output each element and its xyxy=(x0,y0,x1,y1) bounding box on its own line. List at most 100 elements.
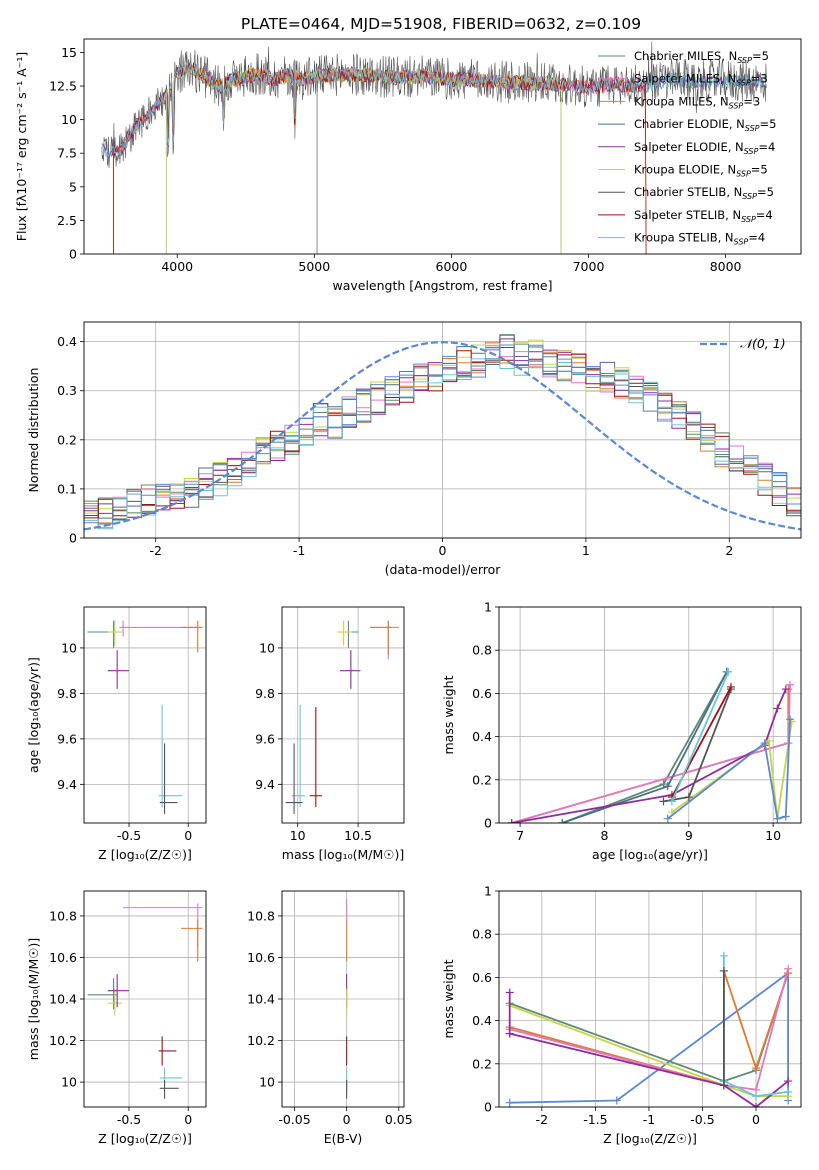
legend-entry-tail: =5 xyxy=(751,163,768,177)
legend-entry-tail: =4 xyxy=(756,208,773,222)
grid xyxy=(499,606,801,824)
weight-marker xyxy=(663,814,672,823)
weight-marker xyxy=(752,1092,761,1101)
x-tick-label: 9 xyxy=(685,828,693,843)
weight-marker xyxy=(667,797,676,806)
spectrum-line xyxy=(101,41,767,168)
legend-entry: Salpeter STELIB, NSSP=4 xyxy=(634,208,773,224)
y-axis-label: Normed distribution xyxy=(26,368,41,493)
x-tick-label: -0.5 xyxy=(117,1112,141,1127)
weight-marker xyxy=(505,988,514,997)
y-axis-label: mass weight xyxy=(441,959,456,1038)
x-tick-label: 7 xyxy=(516,828,524,843)
x-axis-label: Z [log₁₀(Z/Z☉)] xyxy=(98,1131,192,1146)
x-tick-label: -0.05 xyxy=(278,1112,310,1127)
y-tick-label: 12.5 xyxy=(49,79,77,94)
y-tick-label: 9.4 xyxy=(57,777,77,792)
plot-area xyxy=(87,620,203,814)
grid xyxy=(84,891,206,1107)
y-tick-label: 0.1 xyxy=(57,481,77,496)
weight-marker xyxy=(719,951,728,960)
x-axis-label: Z [log₁₀(Z/Z☉)] xyxy=(98,847,192,862)
y-tick-label: 15 xyxy=(61,45,77,60)
x-tick-label: 0 xyxy=(439,543,447,558)
weight-vs-age-panel: 7 8 9 10 0 0.2 0.4 0.6 0.8 1 age [log₁₀(age/yr)] ma… xyxy=(441,600,802,862)
y-tick-label: 5 xyxy=(69,179,77,194)
weight-marker xyxy=(507,819,516,823)
x-axis-label: mass [log₁₀(M/M☉)] xyxy=(282,847,404,862)
y-tick-label: 9.6 xyxy=(255,731,275,746)
y-axis-label: mass [log₁₀(M/M☉)] xyxy=(26,938,41,1060)
grid xyxy=(282,891,404,1107)
x-axis-label: E(B-V) xyxy=(324,1131,363,1146)
weight-marker xyxy=(773,814,782,823)
y-axis-label: Flux [fλ10⁻¹⁷ erg cm⁻² s⁻¹ A⁻¹] xyxy=(14,52,29,241)
legend-entry-main: Salpeter STELIB, N xyxy=(634,208,741,222)
y-tick-label: 0.8 xyxy=(472,927,492,942)
y-tick-label: 9.8 xyxy=(255,686,275,701)
y-tick-label: 0.2 xyxy=(57,432,77,447)
x-tick-label: 0 xyxy=(184,828,192,843)
mass-vs-metallicity-panel: -0.5 0 10 10.2 10.4 10.6 10.8 Z [log₁₀(Z/Z☉)] ma… xyxy=(26,890,207,1146)
y-tick-label: 0 xyxy=(69,531,77,546)
weight-marker xyxy=(781,812,790,821)
axes-frame xyxy=(83,321,802,539)
legend-entry-tail: =4 xyxy=(758,140,775,154)
x-tick-label: 8000 xyxy=(710,259,742,274)
legend-entry: Salpeter MILES, NSSP=3 xyxy=(634,72,768,88)
x-axis-label: Z [log₁₀(Z/Z☉)] xyxy=(603,1131,697,1146)
legend-entry: 𝒩(0, 1) xyxy=(740,336,786,351)
weight-marker xyxy=(719,966,728,975)
weight-marker xyxy=(612,1096,621,1105)
y-tick-label: 9.6 xyxy=(57,731,77,746)
x-tick-label: -2 xyxy=(149,543,161,558)
weight-marker xyxy=(659,780,668,789)
grid xyxy=(84,607,206,823)
y-tick-label: 10 xyxy=(259,1075,275,1090)
spectrum-line xyxy=(101,62,767,158)
x-tick-label: 0 xyxy=(184,1112,192,1127)
y-tick-label: 0 xyxy=(484,1100,492,1115)
weight-line xyxy=(511,688,787,823)
legend-entry-main: Kroupa STELIB, N xyxy=(634,231,734,245)
legend-entry-tail: =3 xyxy=(751,72,768,86)
plot-area xyxy=(101,41,767,254)
y-tick-label: 10.8 xyxy=(247,908,275,923)
y-tick-label: 0.2 xyxy=(472,1056,492,1071)
legend-entry-sub: SSP xyxy=(737,56,752,65)
legend-entry-sub: SSP xyxy=(745,124,760,133)
y-tick-label: 10.6 xyxy=(49,950,77,965)
weight-vs-metallicity-panel: -2 -1.5 -1 -0.5 0 0 0.2 0.4 0.6 0.8 1 Z [log₁₀(Z/Z☉… xyxy=(441,884,802,1146)
y-tick-label: 7.5 xyxy=(57,146,77,161)
weight-marker xyxy=(659,797,668,806)
weight-line xyxy=(509,971,789,1104)
legend-entry-tail: =5 xyxy=(752,49,769,63)
spectrum-panel: 4000 5000 6000 7000 8000 0 2.5 5 7.5 10 12.5 15 wave… xyxy=(14,38,802,293)
legend-entry-tail: =5 xyxy=(760,117,777,131)
x-tick-label: 2 xyxy=(725,543,733,558)
x-tick-label: 10 xyxy=(290,828,306,843)
y-tick-label: 0.4 xyxy=(472,729,492,744)
weight-marker xyxy=(726,682,735,691)
weight-marker xyxy=(505,1029,514,1038)
y-tick-label: 0 xyxy=(484,816,492,831)
age-vs-mass-panel: 10 10.5 9.4 9.6 9.8 10 mass [log₁₀(M/M☉)] xyxy=(255,606,405,862)
legend-entry-sub: SSP xyxy=(741,215,756,224)
y-tick-label: 0 xyxy=(69,247,77,262)
normal-curve xyxy=(84,341,801,531)
weight-line xyxy=(509,1004,789,1098)
legend-entry-sub: SSP xyxy=(742,192,757,201)
y-tick-label: 9.8 xyxy=(57,686,77,701)
x-tick-label: 5000 xyxy=(298,259,330,274)
legend-entry-main: Chabrier STELIB, N xyxy=(634,185,742,199)
plot-area xyxy=(285,620,400,814)
y-tick-label: 10.4 xyxy=(247,992,275,1007)
x-tick-label: -2 xyxy=(536,1112,548,1127)
legend-entry-tail: =5 xyxy=(757,185,774,199)
weight-marker xyxy=(719,1081,728,1090)
x-tick-label: 1 xyxy=(582,543,590,558)
y-tick-label: 1 xyxy=(484,884,492,899)
plot-area xyxy=(507,667,796,823)
legend-entry-sub: SSP xyxy=(736,79,751,88)
